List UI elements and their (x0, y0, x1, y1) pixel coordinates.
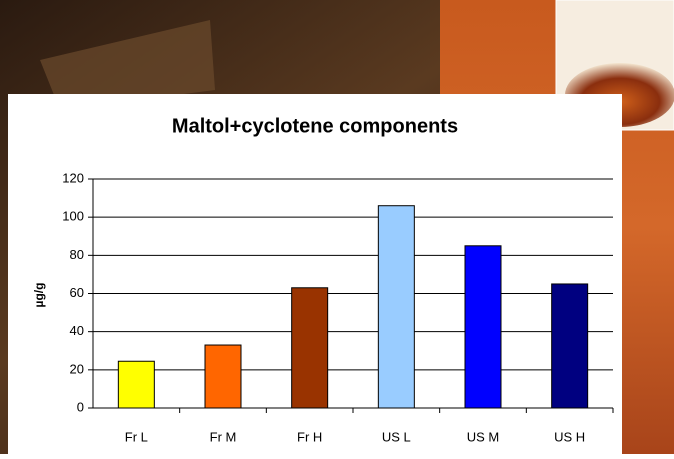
y-tick-label: 120 (62, 170, 84, 185)
chart-title: Maltol+cyclotene components (172, 115, 458, 137)
y-tick-label: 20 (70, 361, 84, 376)
y-axis-label: µg/g (32, 283, 46, 308)
y-tick-label: 100 (62, 209, 84, 224)
x-tick-label: US L (382, 429, 411, 444)
x-tick-label: Fr M (210, 429, 237, 444)
x-tick-label: Fr H (297, 429, 322, 444)
bar (552, 284, 588, 408)
x-tick-label: Fr L (125, 429, 148, 444)
y-tick-label: 60 (70, 285, 84, 300)
bar (205, 345, 241, 408)
x-tick-label: US M (467, 429, 500, 444)
y-tick-label: 40 (70, 323, 84, 338)
slide: Maltol+cyclotene components µg/g 0 20 40 60… (0, 0, 674, 454)
bar (118, 361, 154, 408)
bar (378, 206, 414, 408)
x-tick-label: US H (554, 429, 585, 444)
y-tick-label: 80 (70, 247, 84, 262)
y-tick-label: 0 (77, 399, 84, 414)
bar (465, 246, 501, 408)
page: {"chart_data": {"type": "bar", "title": … (0, 0, 674, 454)
bar (292, 288, 328, 408)
